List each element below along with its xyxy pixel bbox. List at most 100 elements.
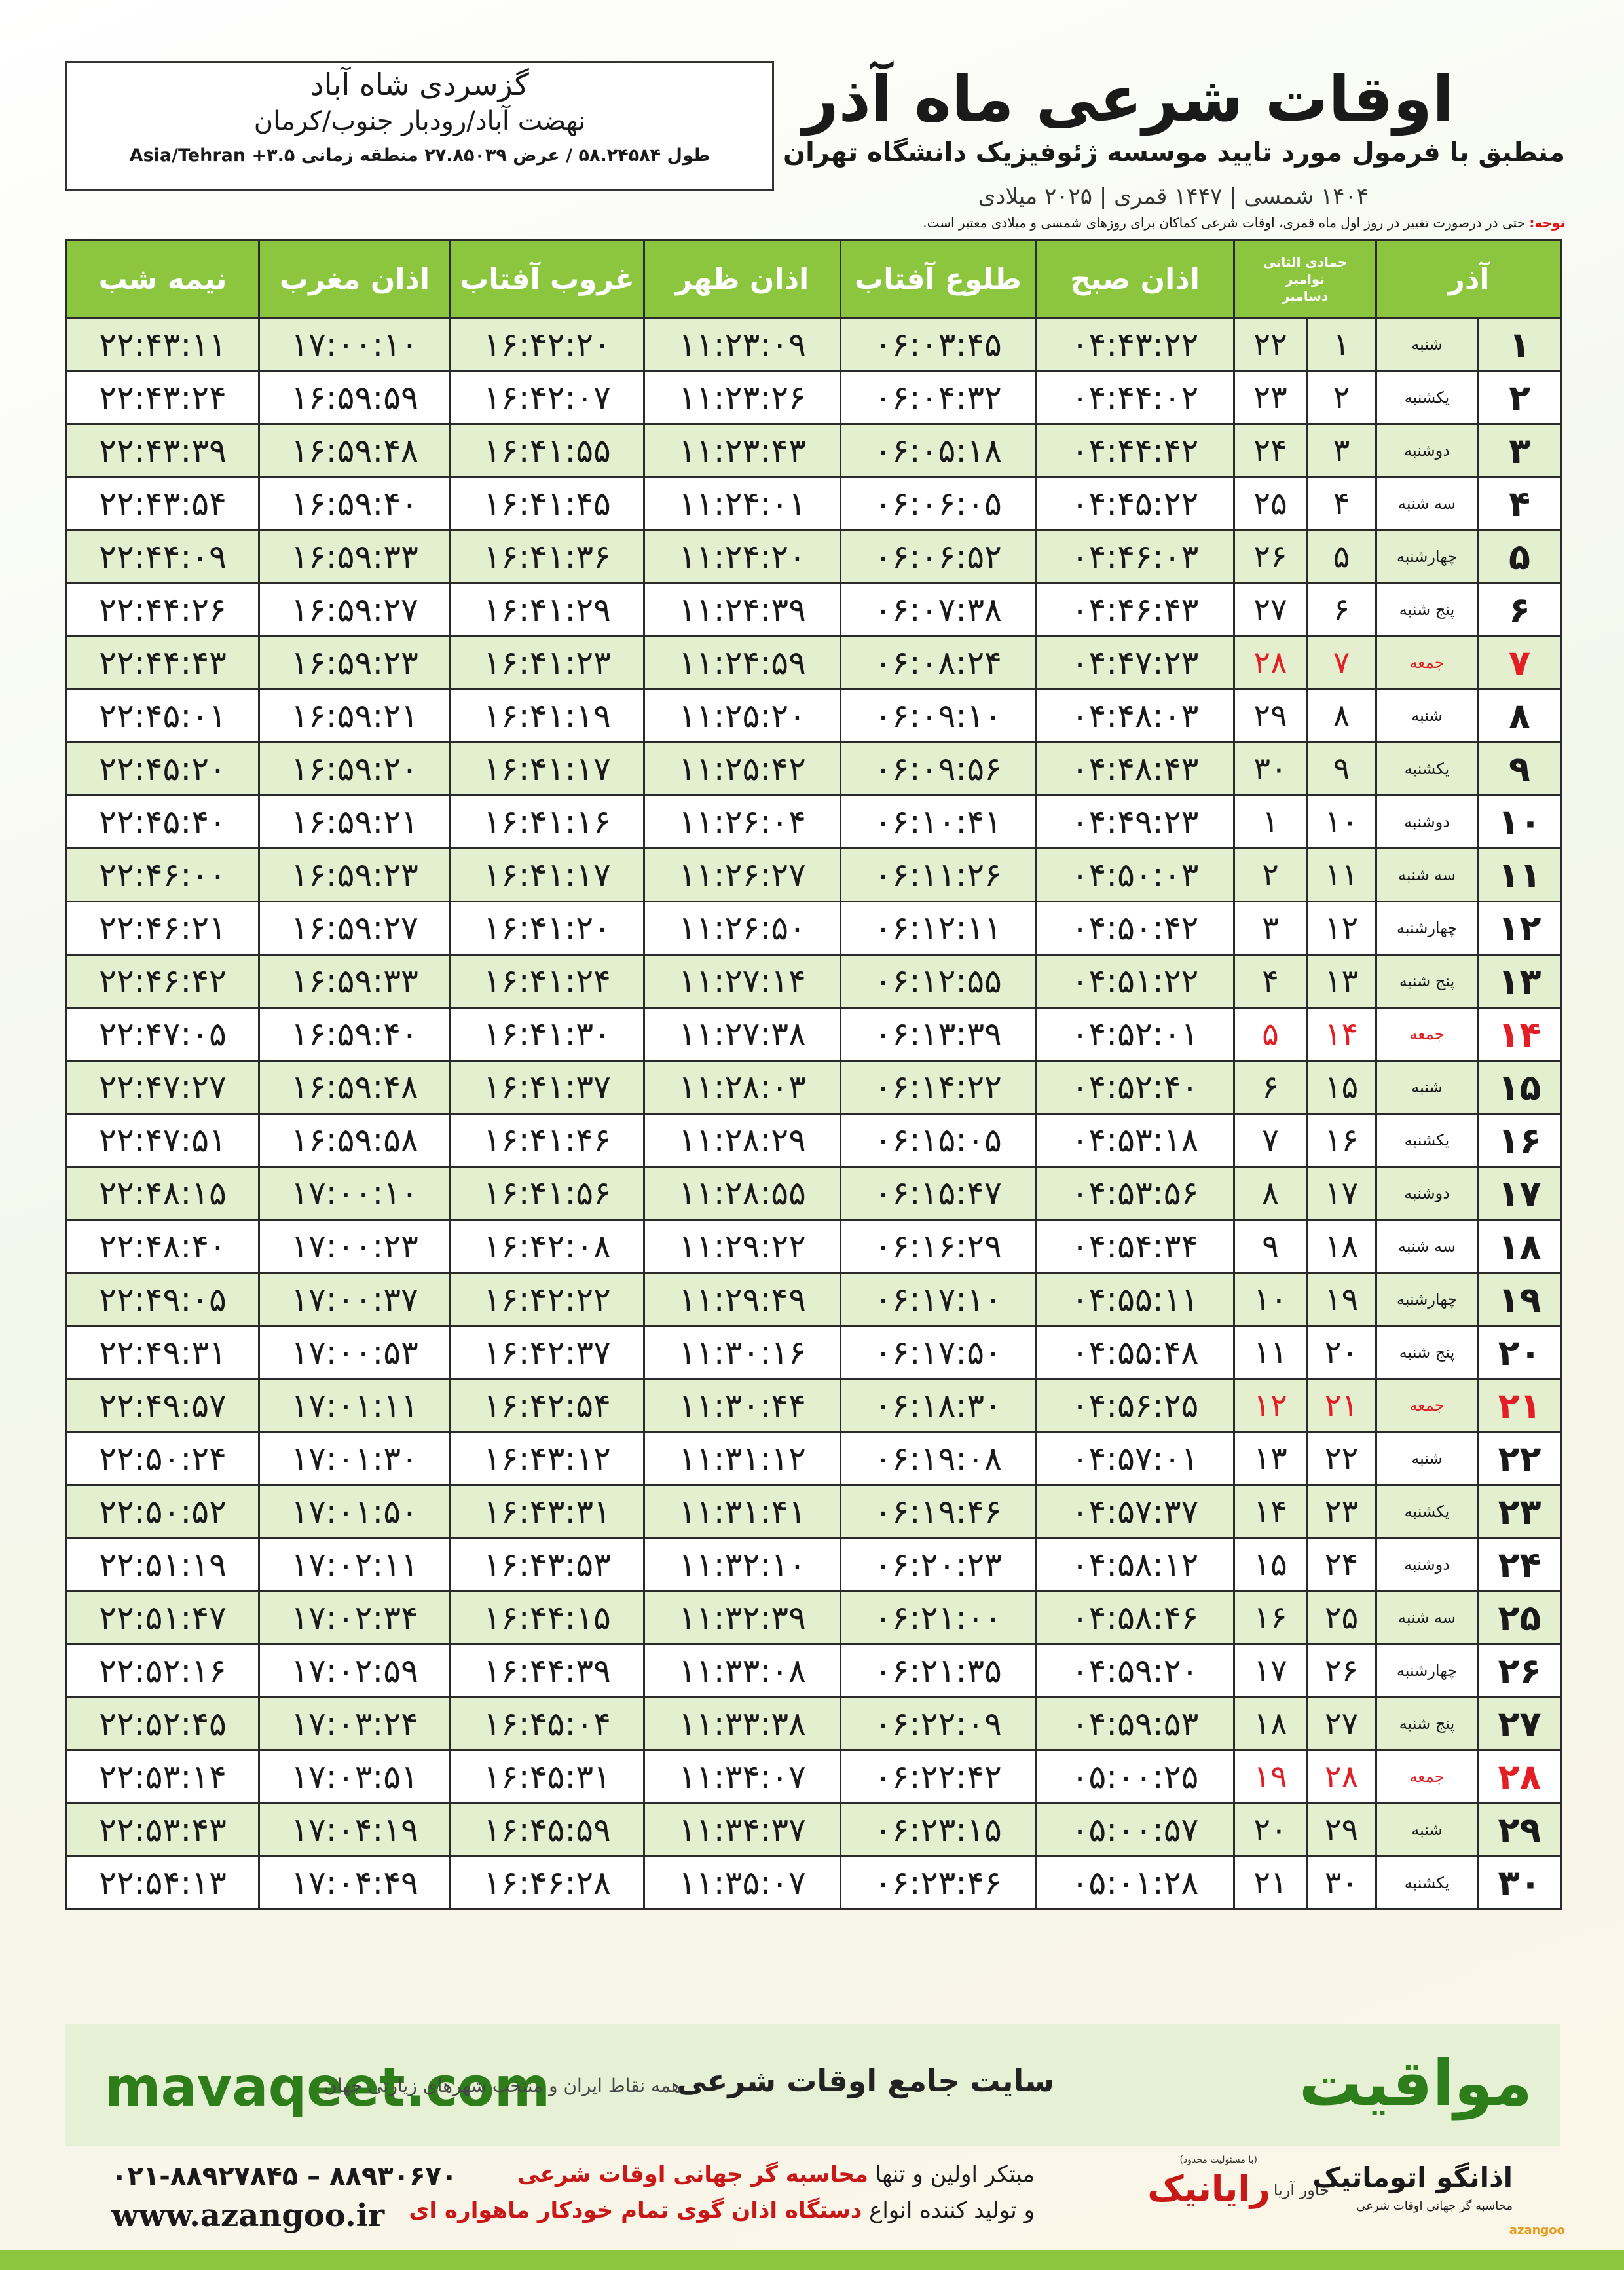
hijri-day: ۱۶ xyxy=(1306,1113,1378,1168)
dhuhr: ۱۱:۲۹:۴۹ xyxy=(643,1272,841,1327)
hijri-day: ۲۰ xyxy=(1306,1325,1378,1380)
gregorian-day: ۲۹ xyxy=(1232,688,1308,743)
promo-text: و تولید کننده انواع xyxy=(869,2197,1035,2223)
sunset: ۱۶:۴۱:۱۶ xyxy=(449,794,645,849)
gregorian-day: ۱۳ xyxy=(1232,1431,1308,1486)
dhuhr: ۱۱:۳۴:۰۷ xyxy=(643,1749,841,1804)
fajr: ۰۴:۵۳:۱۸ xyxy=(1035,1113,1235,1168)
table-body: ۱ شنبه ۱ ۲۲ ۰۴:۴۳:۲۲ ۰۶:۰۳:۴۵ ۱۱:۲۳:۰۹ ۱۶:۴۲:۲۰… xyxy=(65,317,1563,1910)
gregorian-day: ۹ xyxy=(1232,1219,1308,1274)
weekday: شنبه xyxy=(1375,317,1479,372)
table-row: ۳۰ یکشنبه ۳۰ ۲۱ ۰۵:۰۱:۲۸ ۰۶:۲۳:۴۶ ۱۱:۳۵:۰۷ ۱۶:۴… xyxy=(65,1855,1563,1910)
maghrib: ۱۷:۰۴:۱۹ xyxy=(258,1802,451,1857)
dhuhr: ۱۱:۳۰:۴۴ xyxy=(643,1378,841,1433)
weekday: دوشنبه xyxy=(1375,1166,1479,1221)
midnight: ۲۲:۴۳:۳۹ xyxy=(65,423,260,478)
dhuhr: ۱۱:۳۳:۳۸ xyxy=(643,1696,841,1751)
day: ۲۸ xyxy=(1477,1749,1563,1804)
midnight: ۲۲:۴۹:۰۵ xyxy=(65,1272,260,1327)
day: ۲۲ xyxy=(1477,1431,1563,1486)
dhuhr: ۱۱:۳۴:۳۷ xyxy=(643,1802,841,1857)
weekday: دوشنبه xyxy=(1375,794,1479,849)
logo-sub: خاور آریا xyxy=(1273,2181,1329,2199)
column-header: اذان صبح xyxy=(1035,239,1235,319)
sunrise: ۰۶:۱۹:۴۶ xyxy=(840,1484,1037,1539)
fajr: ۰۴:۴۸:۴۳ xyxy=(1035,741,1235,796)
day: ۲۶ xyxy=(1477,1643,1563,1698)
gregorian-day: ۱۵ xyxy=(1232,1537,1308,1592)
sunset: ۱۶:۴۲:۳۷ xyxy=(449,1325,645,1380)
header-row: آذر جمادی الثانی نوامبر دسامبر اذان صبح طل… xyxy=(65,239,1563,319)
midnight: ۲۲:۴۶:۴۲ xyxy=(65,954,260,1009)
table-row: ۱۷ دوشنبه ۱۷ ۸ ۰۴:۵۳:۵۶ ۰۶:۱۵:۴۷ ۱۱:۲۸:۵۵ ۱۶:۴۱… xyxy=(65,1166,1563,1221)
fajr: ۰۴:۵۹:۲۰ xyxy=(1035,1643,1235,1698)
logo-sub: محاسبه گر جهانی اوقات شرعی xyxy=(1356,2199,1513,2213)
table-row: ۱۹ چهارشنبه ۱۹ ۱۰ ۰۴:۵۵:۱۱ ۰۶:۱۷:۱۰ ۱۱:۲۹:۴۹ ۱۶… xyxy=(65,1272,1563,1327)
dhuhr: ۱۱:۲۴:۳۹ xyxy=(643,582,841,637)
hijri-day: ۲۳ xyxy=(1306,1484,1378,1539)
table-row: ۹ یکشنبه ۹ ۳۰ ۰۴:۴۸:۴۳ ۰۶:۰۹:۵۶ ۱۱:۲۵:۴۲ ۱۶:۴۱:… xyxy=(65,741,1563,796)
dhuhr: ۱۱:۳۲:۳۹ xyxy=(643,1590,841,1645)
column-header: نوامبر xyxy=(1285,271,1325,287)
fajr: ۰۴:۴۳:۲۲ xyxy=(1035,317,1235,372)
weekday: جمعه xyxy=(1375,1378,1479,1433)
subtitle: منطبق با فرمول مورد تایید موسسه ژئوفیزیک… xyxy=(783,138,1565,168)
gregorian-day: ۱۷ xyxy=(1232,1643,1308,1698)
sunset: ۱۶:۴۶:۲۸ xyxy=(449,1855,645,1910)
hijri-day: ۱۵ xyxy=(1306,1060,1378,1115)
table-row: ۱۴ جمعه ۱۴ ۵ ۰۴:۵۲:۰۱ ۰۶:۱۳:۳۹ ۱۱:۲۷:۳۸ ۱۶:۴۱:۳… xyxy=(65,1007,1563,1062)
gregorian-day: ۱ xyxy=(1232,794,1308,849)
brand: مواقیت xyxy=(1299,2047,1532,2120)
day: ۱۵ xyxy=(1477,1060,1563,1115)
dhuhr: ۱۱:۲۷:۱۴ xyxy=(643,954,841,1009)
midnight: ۲۲:۴۳:۱۱ xyxy=(65,317,260,372)
gregorian-day: ۱۱ xyxy=(1232,1325,1308,1380)
weekday: یکشنبه xyxy=(1375,1113,1479,1168)
weekday: یکشنبه xyxy=(1375,741,1479,796)
gregorian-day: ۲۷ xyxy=(1232,582,1308,637)
fajr: ۰۴:۴۵:۲۲ xyxy=(1035,476,1235,531)
hijri-day: ۵ xyxy=(1306,529,1378,584)
sunset: ۱۶:۴۲:۰۸ xyxy=(449,1219,645,1274)
sunrise: ۰۶:۰۶:۵۲ xyxy=(840,529,1037,584)
table-row: ۳ دوشنبه ۳ ۲۴ ۰۴:۴۴:۴۲ ۰۶:۰۵:۱۸ ۱۱:۲۳:۴۳ ۱۶:۴۱:… xyxy=(65,423,1563,478)
fajr: ۰۴:۵۴:۳۴ xyxy=(1035,1219,1235,1274)
midnight: ۲۲:۵۳:۱۴ xyxy=(65,1749,260,1804)
day: ۲۳ xyxy=(1477,1484,1563,1539)
sunset: ۱۶:۴۱:۴۵ xyxy=(449,476,645,531)
midnight: ۲۲:۴۵:۴۰ xyxy=(65,794,260,849)
day: ۲۵ xyxy=(1477,1590,1563,1645)
column-header: طلوع آفتاب xyxy=(840,239,1037,319)
dhuhr: ۱۱:۳۱:۴۱ xyxy=(643,1484,841,1539)
day: ۳۰ xyxy=(1477,1855,1563,1910)
midnight: ۲۲:۵۱:۴۷ xyxy=(65,1590,260,1645)
hijri-day: ۳۰ xyxy=(1306,1855,1378,1910)
fajr: ۰۴:۵۸:۱۲ xyxy=(1035,1537,1235,1592)
weekday: جمعه xyxy=(1375,635,1479,690)
sunset: ۱۶:۴۲:۲۰ xyxy=(449,317,645,372)
day: ۷ xyxy=(1477,635,1563,690)
gregorian-day: ۳ xyxy=(1232,901,1308,956)
dhuhr: ۱۱:۲۳:۲۶ xyxy=(643,370,841,425)
midnight: ۲۲:۴۸:۱۵ xyxy=(65,1166,260,1221)
weekday: یکشنبه xyxy=(1375,370,1479,425)
weekday: سه شنبه xyxy=(1375,1590,1479,1645)
weekday: شنبه xyxy=(1375,1802,1479,1857)
sunset: ۱۶:۴۱:۲۹ xyxy=(449,582,645,637)
fajr: ۰۴:۵۷:۳۷ xyxy=(1035,1484,1235,1539)
hijri-day: ۱۸ xyxy=(1306,1219,1378,1274)
promo-highlight: محاسبه گر جهانی اوقات شرعی xyxy=(517,2161,868,2187)
maghrib: ۱۷:۰۴:۴۹ xyxy=(258,1855,451,1910)
fajr: ۰۴:۵۶:۲۵ xyxy=(1035,1378,1235,1433)
day: ۶ xyxy=(1477,582,1563,637)
table-row: ۲۳ یکشنبه ۲۳ ۱۴ ۰۴:۵۷:۳۷ ۰۶:۱۹:۴۶ ۱۱:۳۱:۴۱ ۱۶:۴… xyxy=(65,1484,1563,1539)
timetable: آذر جمادی الثانی نوامبر دسامبر اذان صبح طل… xyxy=(65,239,1563,1910)
midnight: ۲۲:۴۴:۴۳ xyxy=(65,635,260,690)
location: گزسردی شاه آباد xyxy=(310,67,529,102)
gregorian-day: ۳۰ xyxy=(1232,741,1308,796)
table-row: ۱ شنبه ۱ ۲۲ ۰۴:۴۳:۲۲ ۰۶:۰۳:۴۵ ۱۱:۲۳:۰۹ ۱۶:۴۲:۲۰… xyxy=(65,317,1563,372)
gregorian-day: ۲۳ xyxy=(1232,370,1308,425)
sunrise: ۰۶:۰۵:۱۸ xyxy=(840,423,1037,478)
weekday: دوشنبه xyxy=(1375,1537,1479,1592)
maghrib: ۱۶:۵۹:۴۰ xyxy=(258,1007,451,1062)
